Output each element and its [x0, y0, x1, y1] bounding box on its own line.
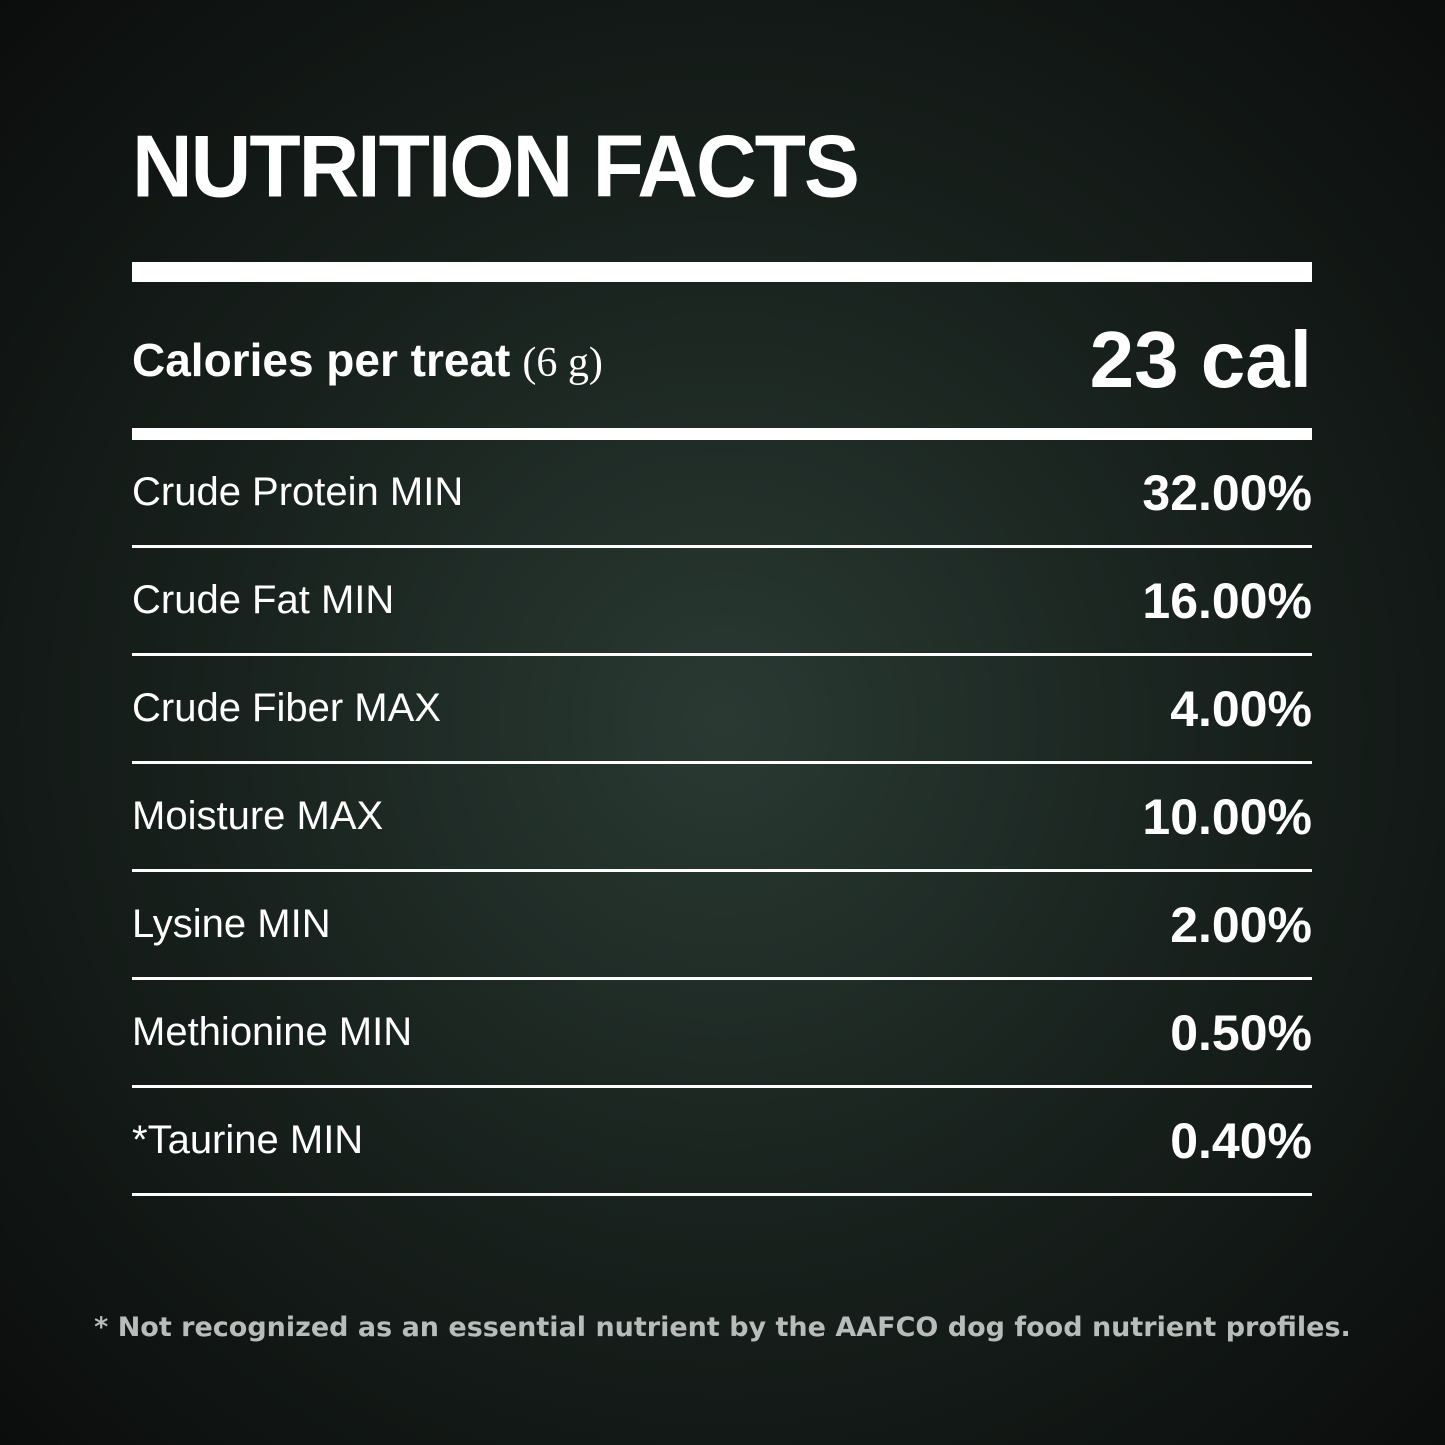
nutrient-name: *Taurine MIN — [132, 1118, 364, 1162]
calories-row: Calories per treat (6 g) 23 cal — [132, 310, 1312, 410]
calories-label: Calories per treat — [132, 334, 511, 386]
nutrient-name: Moisture MAX — [132, 794, 384, 838]
nutrient-value: 0.50% — [1170, 1004, 1312, 1061]
calories-value: 23 cal — [1089, 315, 1312, 404]
nutrient-row: Crude Fiber MAX 4.00% — [132, 656, 1312, 764]
serving-size: (6 g) — [522, 340, 603, 386]
nutrient-name: Methionine MIN — [132, 1010, 413, 1054]
divider — [132, 428, 1312, 440]
title: NUTRITION FACTS — [132, 116, 860, 216]
nutrient-row: Lysine MIN 2.00% — [132, 872, 1312, 980]
nutrient-value: 10.00% — [1142, 788, 1312, 845]
nutrient-value: 16.00% — [1142, 572, 1312, 629]
nutrient-row: Moisture MAX 10.00% — [132, 764, 1312, 872]
nutrient-value: 4.00% — [1170, 680, 1312, 737]
nutrient-value: 0.40% — [1170, 1112, 1312, 1169]
nutrient-name: Crude Protein MIN — [132, 470, 464, 514]
nutrient-row: Crude Fat MIN 16.00% — [132, 548, 1312, 656]
nutrient-table: Crude Protein MIN 32.00% Crude Fat MIN 16.0… — [132, 440, 1312, 1196]
footnote: * Not recognized as an essential nutrien… — [94, 1312, 1351, 1343]
nutrient-name: Crude Fat MIN — [132, 578, 395, 622]
nutrient-row: Methionine MIN 0.50% — [132, 980, 1312, 1088]
nutrient-value: 32.00% — [1142, 464, 1312, 521]
nutrient-row: Crude Protein MIN 32.00% — [132, 440, 1312, 548]
nutrient-name: Lysine MIN — [132, 902, 331, 946]
nutrient-row: *Taurine MIN 0.40% — [132, 1088, 1312, 1196]
nutrient-value: 2.00% — [1170, 896, 1312, 953]
nutrient-name: Crude Fiber MAX — [132, 686, 441, 730]
calories-label-group: Calories per treat (6 g) — [132, 333, 603, 387]
divider — [132, 262, 1312, 282]
